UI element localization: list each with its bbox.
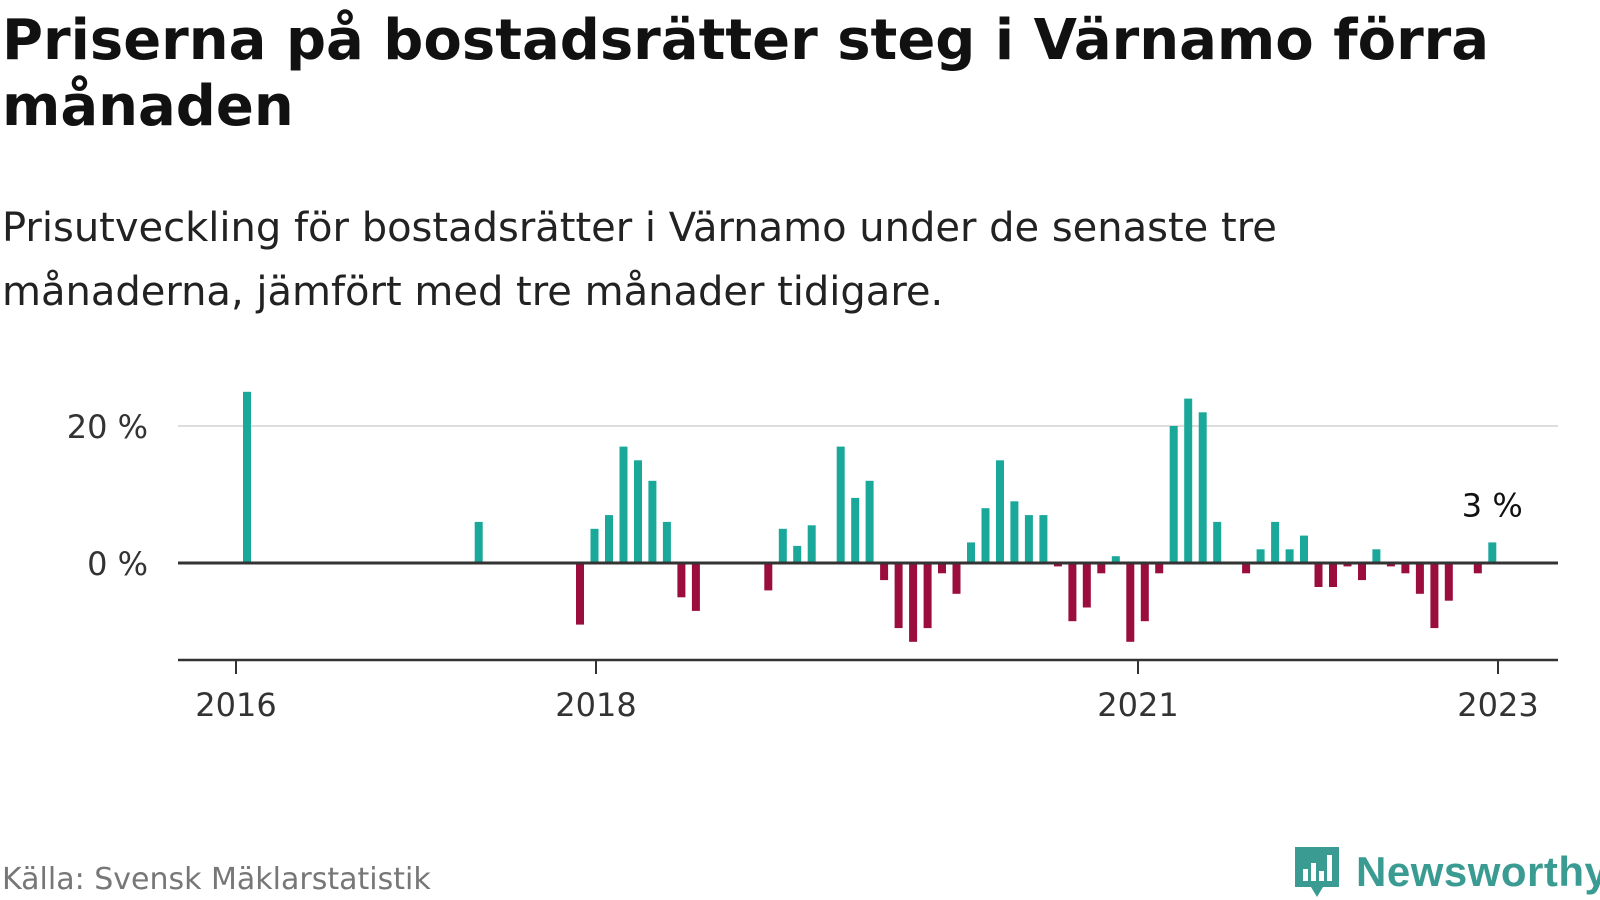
x-tick-label: 2016 xyxy=(195,686,276,724)
bar xyxy=(807,525,816,563)
newsworthy-logo-text: Newsworthy xyxy=(1356,848,1600,895)
bar xyxy=(1256,549,1265,563)
bar xyxy=(851,497,860,563)
bar xyxy=(1198,412,1207,563)
bar xyxy=(1010,501,1019,563)
bar xyxy=(1126,563,1135,642)
last-value-annotation: 3 % xyxy=(1462,486,1523,524)
bar xyxy=(764,563,773,591)
bar xyxy=(1271,521,1280,563)
bar xyxy=(880,563,889,581)
bar xyxy=(1068,563,1077,622)
bar xyxy=(1097,563,1106,574)
bar xyxy=(1358,563,1366,581)
bar xyxy=(1140,563,1149,622)
bar xyxy=(793,545,802,563)
bar xyxy=(590,528,599,564)
bar xyxy=(1039,515,1048,563)
bar xyxy=(1372,549,1381,563)
bar xyxy=(1155,563,1164,574)
source-note: Källa: Svensk Mäklarstatistik xyxy=(2,862,431,897)
bar xyxy=(677,563,686,598)
bar xyxy=(1473,563,1482,574)
newsworthy-logo-icon xyxy=(1295,847,1339,897)
bar xyxy=(1488,542,1497,563)
bar xyxy=(1329,563,1337,587)
bar xyxy=(1184,398,1193,563)
chart-title: Priserna på bostadsrätter steg i Värnamo… xyxy=(2,8,1490,139)
bar xyxy=(778,528,787,564)
bar xyxy=(865,480,874,563)
bar xyxy=(967,542,975,563)
bar xyxy=(938,563,946,574)
bar xyxy=(619,446,628,563)
bar xyxy=(1300,535,1308,563)
bar xyxy=(909,563,918,642)
bar xyxy=(474,521,483,563)
bar xyxy=(576,563,584,625)
bar xyxy=(1401,563,1410,574)
y-tick-label: 0 % xyxy=(87,545,148,583)
newsworthy-logo[interactable]: Newsworthy xyxy=(1292,844,1600,900)
bar xyxy=(1314,563,1323,587)
bar xyxy=(894,563,903,629)
bar xyxy=(1082,563,1091,608)
bar xyxy=(1386,563,1395,567)
bar xyxy=(1343,563,1352,567)
bar xyxy=(836,446,845,563)
x-tick-label: 2021 xyxy=(1097,686,1178,724)
bar xyxy=(634,460,642,564)
bar xyxy=(1242,563,1251,574)
y-tick-label: 20 % xyxy=(67,408,148,446)
bar xyxy=(1444,563,1453,601)
bar xyxy=(981,508,990,563)
bar xyxy=(662,521,671,563)
x-tick-label: 2018 xyxy=(555,686,636,724)
bar xyxy=(923,563,932,629)
bar xyxy=(1024,515,1033,563)
bar xyxy=(1111,556,1120,563)
bar xyxy=(952,563,961,594)
bar-chart: 0 % 20 % 2016 2018 2021 2023 3 % xyxy=(67,391,1558,724)
bar xyxy=(605,515,613,563)
bar xyxy=(648,480,657,563)
bar xyxy=(1430,563,1439,629)
bar xyxy=(691,563,700,611)
bar xyxy=(1053,563,1062,567)
bar xyxy=(1415,563,1424,594)
bar xyxy=(1213,521,1222,563)
bar xyxy=(1285,549,1294,563)
chart-subtitle: Prisutveckling för bostadsrätter i Värna… xyxy=(2,205,1277,315)
bar xyxy=(996,460,1004,564)
x-tick-label: 2023 xyxy=(1457,686,1538,724)
bar xyxy=(1169,426,1178,563)
bar xyxy=(243,391,251,564)
